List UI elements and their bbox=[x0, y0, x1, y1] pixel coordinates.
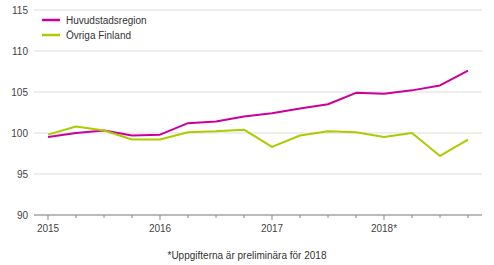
grid-line bbox=[34, 10, 482, 11]
y-tick-label: 100 bbox=[11, 128, 28, 139]
x-tick bbox=[216, 215, 217, 218]
x-tick-label: 2017 bbox=[261, 223, 284, 234]
x-tick bbox=[384, 215, 385, 220]
x-tick bbox=[104, 215, 105, 218]
legend-swatch bbox=[42, 19, 60, 22]
grid bbox=[34, 10, 482, 215]
y-tick-label: 115 bbox=[12, 5, 28, 16]
x-tick bbox=[356, 215, 357, 218]
x-tick-label: 2018* bbox=[371, 223, 397, 234]
y-tick-label: 95 bbox=[17, 169, 29, 180]
legend-swatch bbox=[42, 34, 60, 37]
x-axis-line bbox=[34, 215, 482, 216]
x-tick bbox=[300, 215, 301, 218]
plot-area bbox=[48, 71, 468, 156]
x-tick bbox=[48, 215, 49, 220]
x-tick-label: 2015 bbox=[37, 223, 60, 234]
grid-line bbox=[34, 51, 482, 52]
grid-line bbox=[34, 92, 482, 93]
chart: 90 95 100 105 110 115 2015 2016 2017 2018* Huvudst… bbox=[0, 0, 494, 265]
grid-line bbox=[34, 215, 482, 216]
legend: Huvudstadsregion Övriga Finland bbox=[42, 15, 147, 41]
x-tick bbox=[412, 215, 413, 218]
y-tick-label: 110 bbox=[12, 46, 28, 57]
x-tick bbox=[328, 215, 329, 218]
x-tick bbox=[244, 215, 245, 218]
series-line bbox=[48, 71, 468, 137]
x-tick bbox=[160, 215, 161, 220]
x-tick bbox=[132, 215, 133, 218]
x-tick bbox=[76, 215, 77, 218]
legend-label: Övriga Finland bbox=[66, 30, 131, 41]
grid-line bbox=[34, 133, 482, 134]
grid-line bbox=[34, 174, 482, 175]
x-tick bbox=[272, 215, 273, 220]
x-tick bbox=[468, 215, 469, 218]
footnote: *Uppgifterna är preliminära för 2018 bbox=[168, 250, 327, 261]
y-tick-label: 90 bbox=[17, 210, 29, 221]
legend-label: Huvudstadsregion bbox=[66, 15, 147, 26]
x-tick-label: 2016 bbox=[149, 223, 172, 234]
x-tick bbox=[188, 215, 189, 218]
series-line bbox=[48, 126, 468, 156]
x-tick bbox=[440, 215, 441, 218]
y-tick-label: 105 bbox=[11, 87, 28, 98]
